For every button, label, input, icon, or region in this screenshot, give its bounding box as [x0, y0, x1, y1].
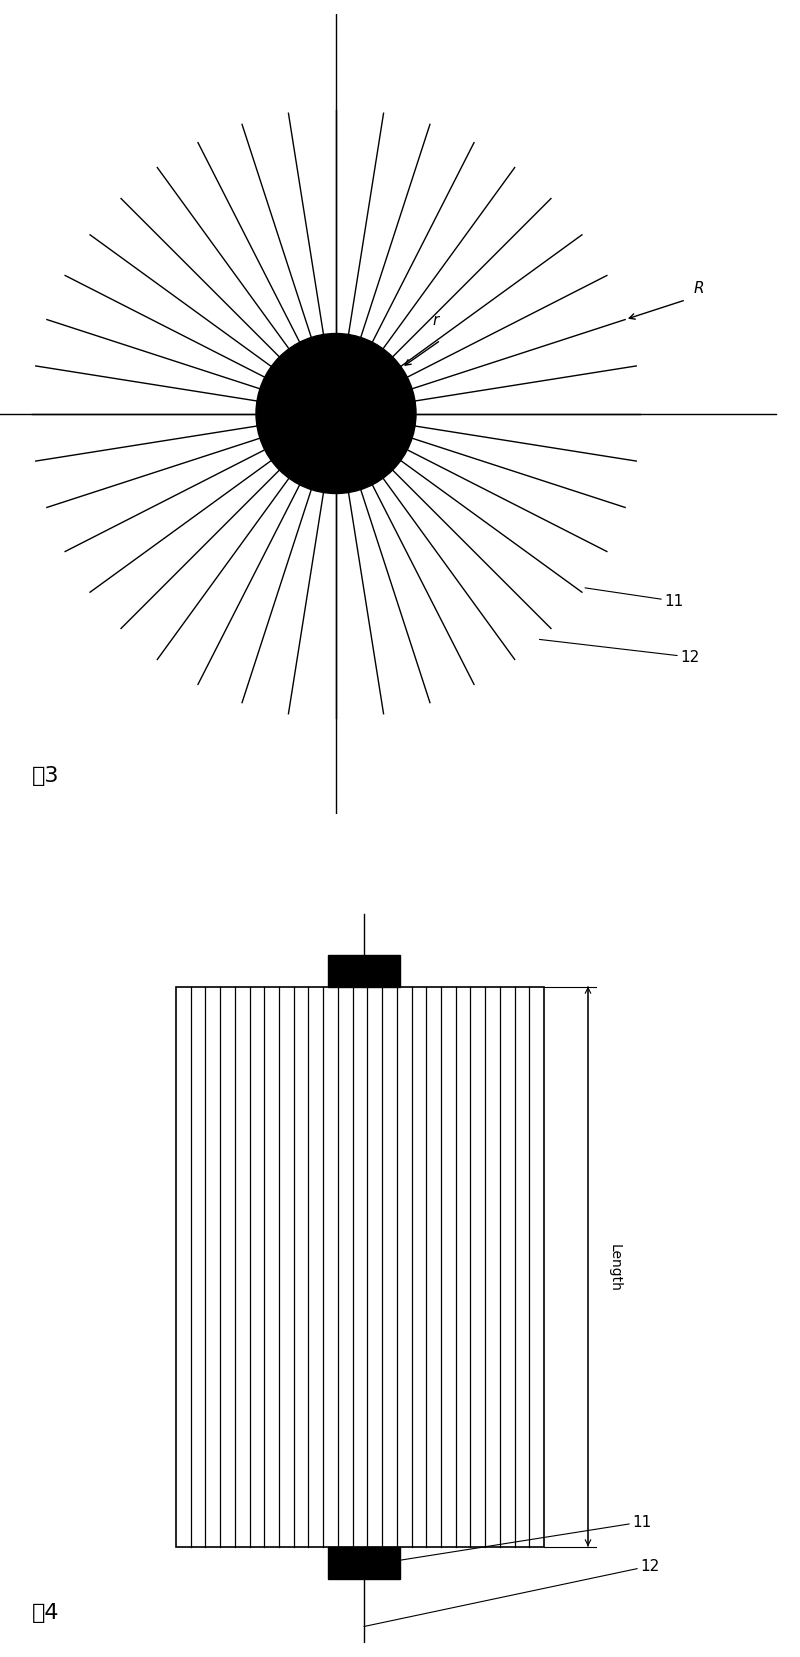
Text: r: r	[433, 313, 439, 328]
Text: 图3: 图3	[32, 766, 59, 785]
Text: Length: Length	[608, 1243, 622, 1291]
Text: 12: 12	[364, 1559, 659, 1627]
Text: 11: 11	[386, 1514, 651, 1563]
Bar	[328, 1546, 400, 1579]
Bar	[328, 954, 400, 988]
Text: 图4: 图4	[32, 1602, 59, 1622]
Text: 11: 11	[585, 588, 683, 610]
Bar	[176, 988, 544, 1546]
Text: R: R	[694, 280, 705, 295]
Circle shape	[256, 335, 416, 494]
Text: 12: 12	[539, 640, 699, 664]
